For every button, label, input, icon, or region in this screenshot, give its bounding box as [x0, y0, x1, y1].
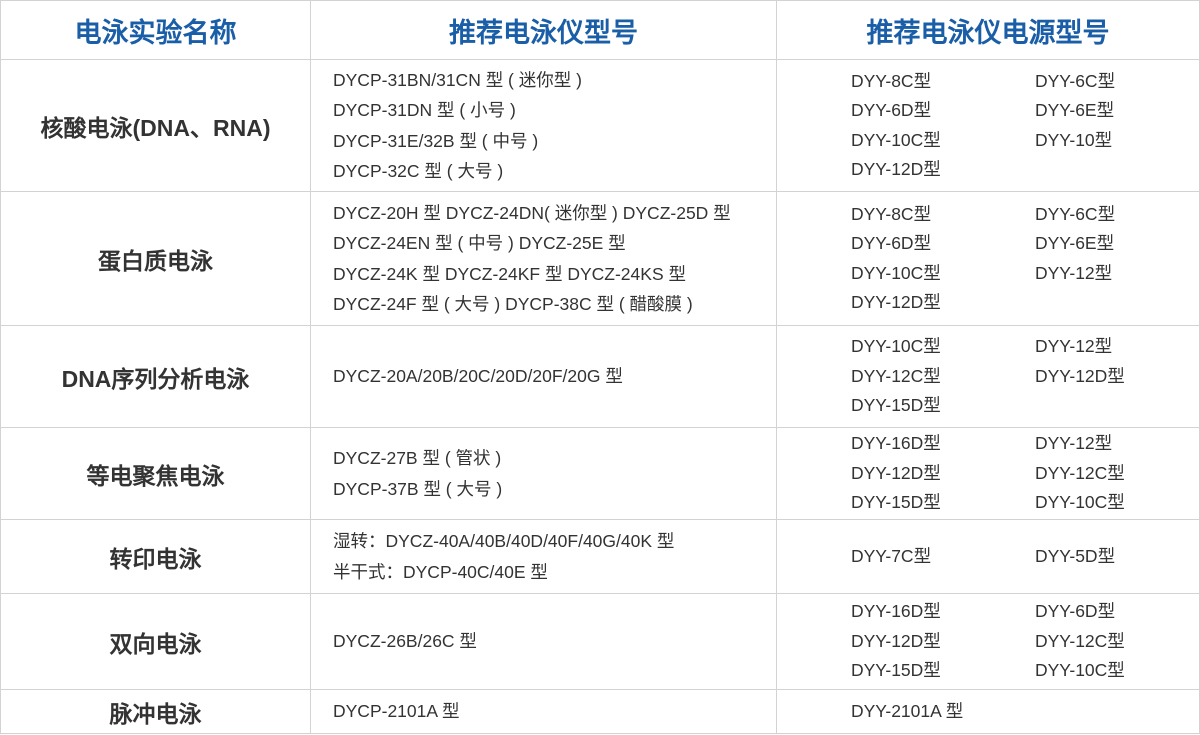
experiment-name: 核酸电泳(DNA、RNA) — [0, 59, 311, 192]
power-model-item: DYY-7C型 — [851, 545, 932, 566]
model-cell: DYCP-2101A 型 — [310, 689, 777, 734]
model-item: 湿转：DYCZ-40A/40B/40D/40F/40G/40K 型 — [333, 531, 675, 551]
power-model-item: DYY-10C型 — [1035, 660, 1125, 681]
power-model-item: DYY-12C型 — [1035, 462, 1125, 483]
model-item: DYCZ-27B 型 ( 管状 ) — [333, 448, 502, 468]
power-model-item: DYY-12D型 — [851, 630, 941, 651]
model-item: DYCP-31E/32B 型 ( 中号 ) — [333, 130, 539, 151]
power-model-item: DYY-6D型 — [851, 100, 932, 120]
power-model-item: DYY-6E型 — [1035, 100, 1115, 120]
power-model-item: DYY-10型 — [1035, 129, 1113, 150]
table-row: 核酸电泳(DNA、RNA) DYCP-31BN/31CN 型 ( 迷你型 ) DYC… — [0, 59, 1200, 192]
power-model-item: DYY-6D型 — [1035, 601, 1116, 622]
experiment-name: 蛋白质电泳 — [0, 191, 311, 326]
power-cell: DYY-16D型 DYY-6D型 DYY-12D型 DYY-12C型 DYY-15D型 D… — [776, 593, 1200, 690]
model-item: DYCZ-20H 型 DYCZ-24DN( 迷你型 ) DYCZ-25D 型 — [333, 202, 731, 223]
power-model-item: DYY-12D型 — [851, 292, 941, 312]
model-item: DYCP-31DN 型 ( 小号 ) — [333, 100, 516, 120]
model-item: DYCP-31BN/31CN 型 ( 迷你型 ) — [333, 69, 582, 90]
power-cell: DYY-8C型 DYY-6C型 DYY-6D型 DYY-6E型 DYY-10C型 DYY-… — [776, 59, 1200, 192]
model-item: DYCZ-20A/20B/20C/20D/20F/20G 型 — [333, 366, 623, 387]
table-row: 双向电泳 DYCZ-26B/26C 型 DYY-16D型 DYY-6D型 DYY-12D… — [0, 593, 1200, 690]
header-recommended-power: 推荐电泳仪电源型号 — [776, 0, 1200, 60]
power-model-item: DYY-10C型 — [851, 262, 941, 283]
power-cell: DYY-8C型 DYY-6C型 DYY-6D型 DYY-6E型 DYY-10C型 DYY-… — [776, 191, 1200, 326]
header-recommended-model: 推荐电泳仪型号 — [310, 0, 777, 60]
power-model-item: DYY-10C型 — [1035, 492, 1125, 513]
table-header-row: 电泳实验名称 推荐电泳仪型号 推荐电泳仪电源型号 — [0, 0, 1200, 60]
power-cell: DYY-2101A 型 — [776, 689, 1200, 734]
power-model-item: DYY-12D型 — [851, 462, 941, 483]
power-cell: DYY-10C型 DYY-12型 DYY-12C型 DYY-12D型 DYY-15D型 — [776, 325, 1200, 428]
table-row: 蛋白质电泳 DYCZ-20H 型 DYCZ-24DN( 迷你型 ) DYCZ-25… — [0, 191, 1200, 326]
table-row: 转印电泳 湿转：DYCZ-40A/40B/40D/40F/40G/40K 型半干式… — [0, 519, 1200, 594]
model-item: DYCZ-26B/26C 型 — [333, 631, 477, 652]
model-item: 半干式：DYCP-40C/40E 型 — [333, 561, 548, 582]
model-cell: DYCZ-20H 型 DYCZ-24DN( 迷你型 ) DYCZ-25D 型 DY… — [310, 191, 777, 326]
power-model-item: DYY-12C型 — [1035, 630, 1125, 651]
model-cell: DYCZ-20A/20B/20C/20D/20F/20G 型 — [310, 325, 777, 428]
table-row: 等电聚焦电泳 DYCZ-27B 型 ( 管状 ) DYCP-37B 型 ( 大号 )… — [0, 427, 1200, 520]
model-item: DYCZ-24F 型 ( 大号 ) DYCP-38C 型 ( 醋酸膜 ) — [333, 294, 693, 314]
experiment-name: 转印电泳 — [0, 519, 311, 594]
model-cell: DYCP-31BN/31CN 型 ( 迷你型 ) DYCP-31DN 型 ( 小号… — [310, 59, 777, 192]
model-item: DYCZ-24EN 型 ( 中号 ) DYCZ-25E 型 — [333, 233, 626, 253]
experiment-name: 等电聚焦电泳 — [0, 427, 311, 520]
table-row: DNA序列分析电泳 DYCZ-20A/20B/20C/20D/20F/20G 型 D… — [0, 325, 1200, 428]
power-model-item: DYY-12C型 — [851, 365, 941, 386]
power-model-item: DYY-16D型 — [851, 601, 941, 622]
experiment-name: DNA序列分析电泳 — [0, 325, 311, 428]
model-item: DYCP-37B 型 ( 大号 ) — [333, 478, 503, 499]
power-model-item: DYY-6D型 — [851, 233, 932, 253]
power-model-item: DYY-10C型 — [851, 129, 941, 150]
power-model-item: DYY-15D型 — [851, 492, 941, 513]
model-item: DYCZ-24K 型 DYCZ-24KF 型 DYCZ-24KS 型 — [333, 263, 686, 284]
experiment-name: 双向电泳 — [0, 593, 311, 690]
table-row: 脉冲电泳 DYCP-2101A 型 DYY-2101A 型 — [0, 689, 1200, 734]
model-cell: DYCZ-27B 型 ( 管状 ) DYCP-37B 型 ( 大号 ) — [310, 427, 777, 520]
power-model-item: DYY-12D型 — [851, 159, 941, 179]
power-cell: DYY-7C型 DYY-5D型 — [776, 519, 1200, 594]
power-model-item: DYY-6C型 — [1035, 203, 1116, 224]
power-model-item: DYY-8C型 — [851, 70, 932, 91]
header-experiment-name: 电泳实验名称 — [0, 0, 311, 60]
power-model-item: DYY-12型 — [1035, 262, 1113, 283]
power-model-item: DYY-16D型 — [851, 433, 941, 454]
power-model-item: DYY-2101A 型 — [851, 700, 964, 721]
power-model-item: DYY-12型 — [1035, 336, 1113, 357]
power-model-item: DYY-5D型 — [1035, 545, 1116, 566]
power-model-item: DYY-15D型 — [851, 660, 941, 681]
power-model-item: DYY-12D型 — [1035, 365, 1125, 386]
experiment-name: 脉冲电泳 — [0, 689, 311, 734]
power-model-item: DYY-15D型 — [851, 395, 941, 416]
model-cell: DYCZ-26B/26C 型 — [310, 593, 777, 690]
power-model-item: DYY-8C型 — [851, 203, 932, 224]
power-model-item: DYY-12型 — [1035, 433, 1113, 454]
power-model-item: DYY-10C型 — [851, 336, 941, 357]
model-item: DYCP-32C 型 ( 大号 ) — [333, 161, 504, 181]
power-cell: DYY-16D型 DYY-12型 DYY-12D型 DYY-12C型 DYY-15D型 D… — [776, 427, 1200, 520]
model-item: DYCP-2101A 型 — [333, 701, 460, 722]
model-cell: 湿转：DYCZ-40A/40B/40D/40F/40G/40K 型半干式：DYC… — [310, 519, 777, 594]
power-model-item: DYY-6E型 — [1035, 233, 1115, 253]
power-model-item: DYY-6C型 — [1035, 70, 1116, 91]
